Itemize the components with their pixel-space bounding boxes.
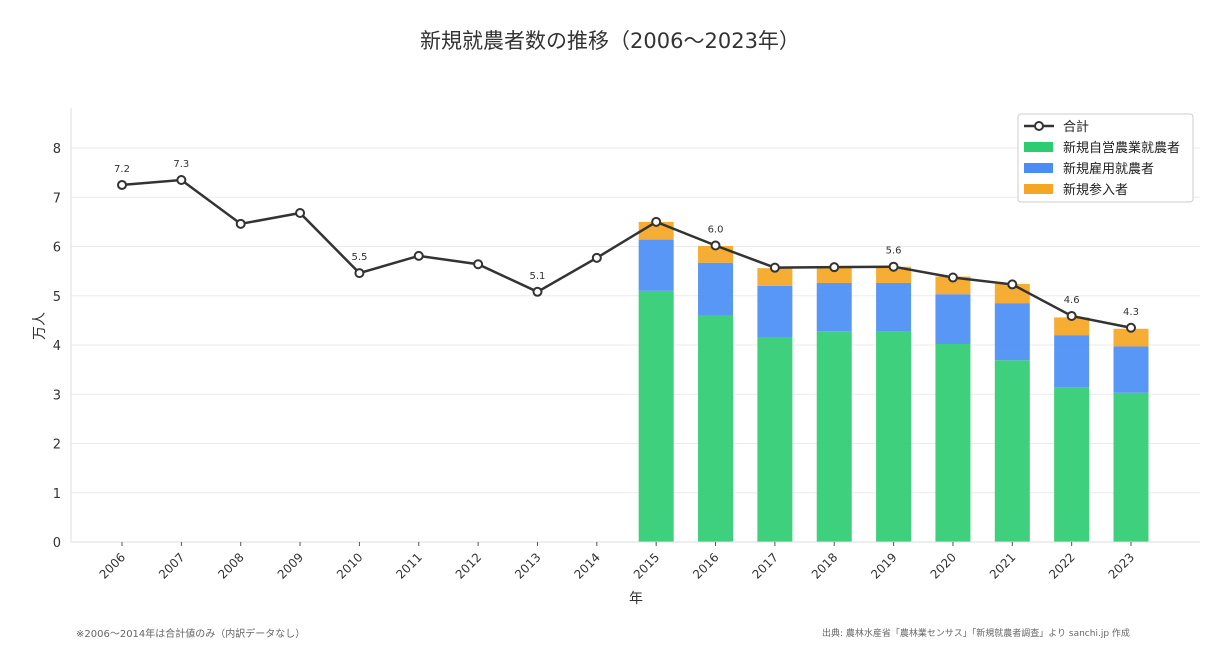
x-tick-label: 2016 <box>690 550 721 581</box>
legend-marker <box>1034 121 1044 131</box>
total-point <box>769 262 780 273</box>
bar-segment <box>994 360 1030 542</box>
total-point <box>473 259 484 270</box>
total-point <box>235 218 246 229</box>
data-label: 7.3 <box>173 159 189 170</box>
bar-segment <box>935 294 971 345</box>
x-tick-label: 2012 <box>453 550 484 581</box>
total-point <box>1007 279 1018 290</box>
source-note: 出典: 農林水産省「農林業センサス」「新規就農者調査」より sanchi.jp … <box>822 629 1130 639</box>
x-tick-label: 2015 <box>631 550 662 581</box>
data-label: 5.5 <box>351 252 367 263</box>
legend-label: 新規参入者 <box>1063 182 1128 198</box>
bar-segment <box>994 303 1030 361</box>
x-tick-label: 2010 <box>334 550 365 581</box>
x-tick-label: 2017 <box>750 550 781 581</box>
bar-segment <box>816 331 852 542</box>
x-tick-label: 2022 <box>1046 550 1077 581</box>
legend-swatch <box>1024 184 1053 194</box>
bar-segment <box>1054 387 1090 542</box>
total-point <box>888 261 899 272</box>
total-point <box>829 262 840 273</box>
x-tick-label: 2014 <box>571 550 602 581</box>
bar-segment <box>757 285 793 338</box>
total-point <box>947 272 958 283</box>
legend-swatch <box>1024 142 1053 152</box>
total-point <box>354 268 365 279</box>
bar-segment <box>816 267 852 283</box>
x-tick-label: 2013 <box>512 550 543 581</box>
x-tick-label: 2020 <box>928 550 959 581</box>
total-point <box>295 208 306 219</box>
y-tick-label: 3 <box>53 388 61 403</box>
y-tick-label: 2 <box>53 438 61 453</box>
bar-segment <box>698 262 734 316</box>
bar-segment <box>876 282 912 332</box>
x-tick-label: 2018 <box>809 550 840 581</box>
bar-segment <box>935 344 971 542</box>
total-point <box>117 179 127 190</box>
legend-swatch <box>1024 163 1053 173</box>
data-label: 7.2 <box>114 164 130 175</box>
data-label: 6.0 <box>708 225 724 236</box>
data-label: 4.3 <box>1123 307 1139 318</box>
bar-segment <box>1113 328 1149 347</box>
y-axis-label: 万人 <box>32 312 48 340</box>
x-tick-label: 2011 <box>393 550 424 581</box>
y-tick-label: 5 <box>53 290 61 305</box>
bar-segment <box>1113 346 1149 393</box>
total-point <box>532 286 543 297</box>
total-point <box>710 240 721 251</box>
total-point <box>1066 310 1077 321</box>
bar-segment <box>1054 317 1090 336</box>
bar-segment <box>816 282 852 332</box>
bar-segment <box>638 290 674 542</box>
data-label: 5.6 <box>886 246 902 257</box>
legend-label: 新規自営農業就農者 <box>1063 140 1180 156</box>
bar-segment <box>1054 335 1090 388</box>
x-tick-label: 2021 <box>987 550 1018 581</box>
y-tick-label: 8 <box>53 142 61 157</box>
x-tick-label: 2019 <box>868 550 899 581</box>
total-point <box>651 216 662 227</box>
y-tick-label: 7 <box>53 191 61 206</box>
total-point <box>1126 322 1136 333</box>
bar-segment <box>1113 392 1149 542</box>
bar-segment <box>757 268 793 286</box>
footnote: ※2006〜2014年は合計値のみ（内訳データなし） <box>76 629 306 640</box>
x-tick-label: 2007 <box>156 550 187 581</box>
bar-segment <box>698 246 734 263</box>
total-point <box>176 175 187 186</box>
data-label: 4.6 <box>1064 295 1080 306</box>
bar-segment <box>757 337 793 542</box>
legend-label: 新規雇用就農者 <box>1063 161 1154 177</box>
x-tick-label: 2008 <box>215 550 246 581</box>
y-tick-label: 6 <box>53 241 61 256</box>
x-axis-label: 年 <box>629 591 643 607</box>
data-label: 5.1 <box>530 271 546 282</box>
x-tick-label: 2006 <box>97 550 128 581</box>
total-point <box>591 252 602 263</box>
bar-segment <box>876 331 912 542</box>
x-tick-label: 2023 <box>1106 550 1137 581</box>
y-tick-label: 4 <box>53 339 61 354</box>
y-tick-label: 0 <box>53 536 61 551</box>
total-point <box>413 250 424 261</box>
y-tick-label: 1 <box>53 487 61 502</box>
bar-segment <box>698 315 734 542</box>
bar-segment <box>876 266 912 283</box>
bar-segment <box>638 239 674 291</box>
bar-segment <box>935 276 971 295</box>
legend-label: 合計 <box>1063 119 1089 135</box>
chart-title: 新規就農者数の推移（2006〜2023年） <box>420 29 800 53</box>
x-tick-label: 2009 <box>275 550 306 581</box>
total-line <box>121 178 1132 329</box>
legend-box <box>1017 113 1194 203</box>
